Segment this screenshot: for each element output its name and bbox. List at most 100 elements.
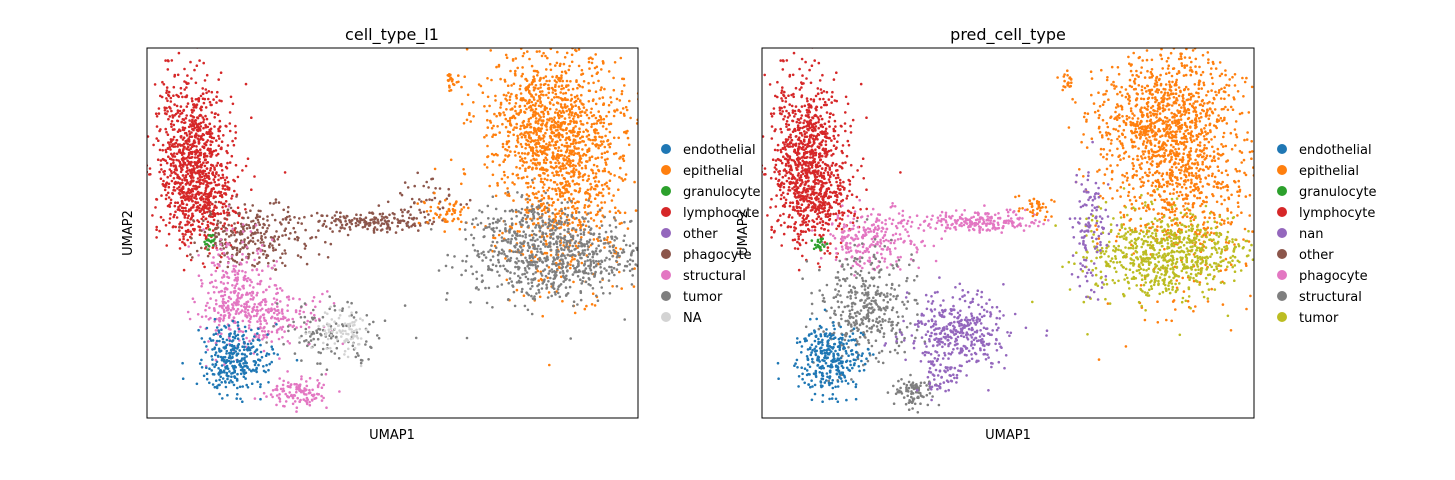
point-tumor (309, 339, 313, 342)
point-structural (227, 311, 230, 315)
point-epithelial (524, 136, 527, 139)
point-phagocyte (293, 237, 297, 241)
point-epithelial (567, 160, 570, 163)
point-tumor (538, 235, 542, 239)
point-lymphocyte (187, 130, 191, 133)
point-structural (247, 324, 251, 327)
point-phagocyte (269, 236, 273, 239)
point-epithelial (518, 155, 522, 159)
point-lymphocyte (186, 172, 190, 176)
point-na (326, 322, 329, 325)
point-epithelial (591, 142, 594, 145)
point-na (330, 333, 333, 337)
point-epithelial (537, 142, 541, 145)
point-structural (305, 322, 308, 326)
point-lymphocyte (172, 85, 176, 89)
point-epithelial (592, 81, 595, 85)
point-epithelial (584, 198, 588, 201)
point-epithelial (535, 192, 538, 195)
point-epithelial (553, 146, 557, 150)
point-phagocyte (381, 212, 385, 215)
point-structural (229, 291, 233, 294)
point-tumor (588, 238, 592, 242)
point-epithelial (539, 86, 542, 89)
point-tumor (587, 225, 591, 229)
point-epithelial (549, 253, 553, 257)
point-lymphocyte (201, 92, 205, 96)
point-tumor (513, 304, 517, 308)
point-lymphocyte (200, 191, 203, 195)
point-epithelial (560, 114, 564, 118)
point-epithelial (556, 153, 559, 156)
point-tumor (508, 249, 512, 253)
point-lymphocyte (189, 223, 193, 227)
point-epithelial (568, 149, 572, 152)
point-epithelial (624, 105, 628, 109)
point-lymphocyte (236, 206, 240, 209)
point-na (337, 316, 341, 320)
point-epithelial (551, 91, 555, 94)
point-tumor (494, 207, 498, 211)
point-epithelial (598, 226, 601, 230)
point-epithelial (559, 91, 562, 94)
point-epithelial (494, 194, 498, 198)
point-structural (272, 311, 276, 315)
point-tumor (587, 199, 590, 202)
point-lymphocyte (176, 130, 180, 133)
point-tumor (521, 287, 524, 291)
point-epithelial (602, 103, 605, 106)
point-epithelial (561, 186, 565, 189)
point-lymphocyte (217, 134, 220, 138)
point-tumor (484, 256, 488, 259)
point-tumor (515, 261, 518, 265)
point-epithelial (587, 81, 590, 85)
point-epithelial (513, 116, 517, 120)
point-epithelial (534, 143, 537, 146)
point-epithelial (529, 125, 533, 129)
point-phagocyte (362, 218, 366, 221)
point-tumor (594, 264, 598, 268)
point-tumor (561, 274, 565, 278)
point-tumor (471, 272, 475, 276)
point-phagocyte (206, 254, 210, 258)
point-epithelial (542, 196, 546, 200)
point-phagocyte (266, 215, 269, 218)
point-phagocyte (370, 211, 374, 215)
point-tumor (527, 293, 530, 297)
point-epithelial (529, 137, 532, 140)
point-epithelial (564, 191, 567, 194)
point-structural (295, 410, 298, 413)
point-epithelial (575, 147, 579, 150)
point-phagocyte (372, 220, 376, 224)
point-tumor (352, 316, 356, 319)
point-lymphocyte (244, 208, 247, 211)
point-epithelial (517, 176, 520, 180)
point-epithelial (505, 94, 508, 97)
point-epithelial (619, 155, 622, 159)
point-tumor (480, 274, 484, 277)
point-epithelial (615, 108, 619, 111)
point-structural (212, 256, 215, 259)
point-epithelial (510, 92, 513, 96)
point-epithelial (590, 107, 593, 111)
point-tumor (536, 238, 539, 241)
point-structural (263, 330, 267, 333)
point-tumor (610, 230, 613, 233)
point-tumor (520, 223, 523, 227)
point-na (322, 324, 325, 328)
point-lymphocyte (207, 147, 210, 150)
point-tumor (579, 238, 583, 241)
point-lymphocyte (158, 148, 162, 152)
point-phagocyte (287, 205, 290, 209)
point-tumor (320, 373, 324, 376)
point-lymphocyte (220, 140, 224, 143)
point-na (343, 322, 347, 326)
point-epithelial (578, 189, 581, 193)
point-phagocyte (403, 208, 406, 212)
point-epithelial (524, 147, 527, 150)
point-phagocyte (251, 236, 255, 240)
point-structural (283, 330, 286, 333)
point-structural (257, 273, 261, 277)
point-lymphocyte (225, 125, 228, 128)
point-tumor (584, 267, 588, 270)
